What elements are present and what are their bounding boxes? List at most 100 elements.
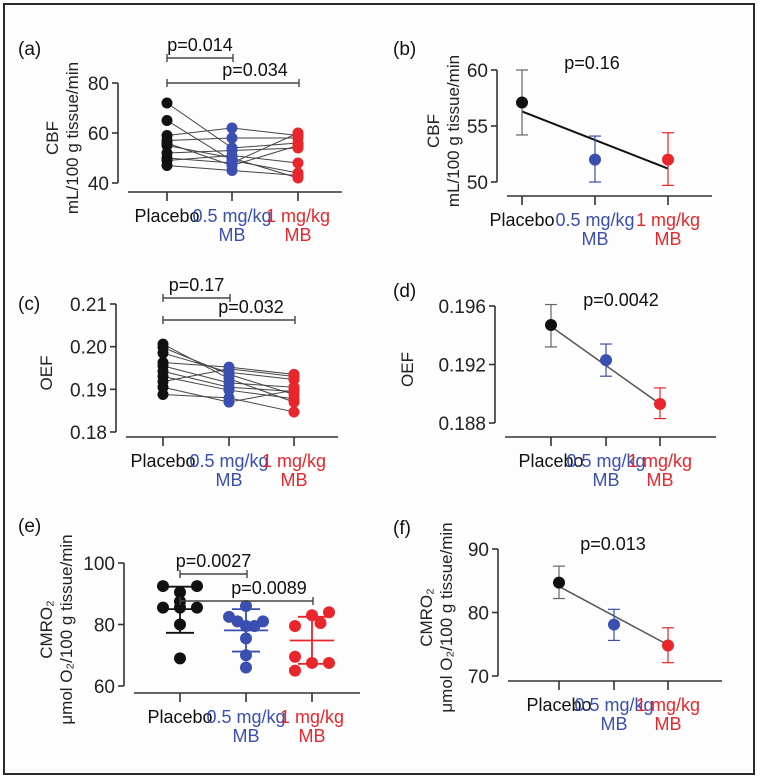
data-point	[323, 606, 335, 619]
x-tick-label: 1 mg/kg	[636, 695, 700, 715]
y-tick-label: 70	[468, 667, 489, 688]
p-value-label: p=0.034	[222, 60, 288, 80]
y-tick-label: 0.21	[70, 295, 107, 316]
panel-label: (d)	[393, 281, 416, 302]
y-axis-label: mL/100 g tissue/min	[63, 62, 82, 214]
panel-label: (c)	[18, 294, 40, 315]
y-tick-label: 80	[88, 74, 109, 95]
data-point	[226, 132, 238, 144]
y-tick-label: 60	[88, 124, 109, 145]
mean-point	[662, 153, 674, 166]
y-axis-label: OEF	[37, 356, 56, 391]
p-value-label: p=0.032	[218, 297, 284, 317]
x-tick-label: MB	[601, 714, 628, 734]
x-tick-label: 1 mg/kg	[280, 707, 344, 727]
y-axis-label: CMRO₂	[37, 600, 56, 659]
y-axis-label: CBF	[43, 121, 62, 155]
data-point	[157, 580, 169, 593]
data-point	[191, 601, 203, 614]
panel-b: (b) 50 55 60 CBF mL/100 g tissue/min Placebo 0.…	[393, 39, 712, 249]
mean-point	[545, 319, 557, 332]
y-tick-label: 0.196	[438, 297, 486, 318]
data-point	[226, 122, 238, 134]
data-point	[306, 609, 318, 622]
data-point	[288, 371, 300, 383]
panel-label: (a)	[18, 39, 41, 60]
y-axis-label: μmol O₂/100 g tissue/min	[57, 534, 76, 724]
x-tick-label: MB	[582, 229, 609, 249]
y-tick-label: 55	[467, 117, 488, 138]
x-tick-label: MB	[593, 470, 620, 490]
p-value-label: p=0.0042	[583, 290, 659, 310]
y-axis-label: mL/100 g tissue/min	[444, 55, 463, 207]
panel-a: (a) 40 60 80 CBF mL/100 g tissue/min Placebo0.…	[18, 35, 342, 245]
x-tick-label: Placebo	[130, 451, 195, 471]
x-tick-label: Placebo	[147, 707, 212, 727]
mean-point	[608, 618, 620, 631]
x-tick-label: 1 mg/kg	[266, 206, 330, 226]
data-point	[174, 618, 186, 631]
x-tick-label: 1 mg/kg	[636, 210, 700, 230]
data-point	[240, 620, 252, 633]
x-tick-label: MB	[285, 225, 312, 245]
data-point	[240, 632, 252, 645]
mean-point	[600, 354, 612, 367]
y-tick-label: 0.192	[438, 356, 486, 377]
data-point	[257, 615, 269, 628]
panel-f: (f) 70 80 90 CMRO₂ μmol O₂/100 g tissue/min Pl…	[393, 518, 722, 734]
y-tick-label: 0.20	[70, 338, 107, 359]
data-point	[292, 170, 304, 181]
y-axis-label: CMRO₂	[417, 588, 436, 647]
figure-frame	[3, 3, 755, 775]
y-axis-label: μmol O₂/100 g tissue/min	[437, 522, 456, 712]
data-point	[292, 127, 304, 139]
y-axis-label: OEF	[398, 352, 417, 387]
p-value-label: p=0.013	[580, 534, 646, 554]
x-tick-label: Placebo	[134, 206, 199, 226]
data-point	[161, 115, 173, 126]
y-tick-label: 90	[468, 540, 489, 561]
x-tick-label: MB	[655, 714, 682, 734]
p-value-label: p=0.16	[564, 53, 620, 73]
mean-point	[516, 96, 528, 109]
data-point	[191, 580, 203, 593]
data-point	[161, 97, 173, 109]
y-axis-label: CBF	[424, 114, 443, 148]
x-tick-label: 0.5 mg/kg	[192, 206, 271, 226]
mean-point	[654, 397, 666, 410]
p-value-label: p=0.0089	[231, 578, 307, 598]
data-point	[161, 160, 173, 171]
p-value-label: p=0.014	[167, 35, 233, 55]
data-point	[240, 600, 252, 613]
y-tick-label: 0.18	[70, 423, 107, 444]
data-point	[292, 142, 304, 154]
data-point	[223, 363, 235, 375]
data-point	[289, 620, 301, 633]
x-tick-label: MB	[216, 470, 243, 490]
x-tick-label: MB	[219, 225, 246, 245]
y-tick-label: 40	[88, 174, 109, 195]
y-tick-label: 0.19	[70, 380, 107, 401]
mean-point	[589, 153, 601, 166]
mean-point	[553, 576, 565, 589]
data-point	[289, 664, 301, 677]
x-tick-label: Placebo	[526, 695, 591, 715]
data-point	[226, 165, 238, 176]
data-point	[174, 586, 186, 599]
data-point	[157, 347, 169, 359]
x-tick-label: Placebo	[518, 451, 583, 471]
x-tick-label: 0.5 mg/kg	[189, 451, 268, 471]
panel-label: (e)	[18, 516, 41, 537]
x-tick-label: 0.5 mg/kg	[574, 695, 653, 715]
mean-point	[662, 639, 674, 652]
x-tick-label: MB	[299, 726, 326, 746]
y-tick-label: 80	[94, 616, 115, 637]
data-point	[223, 384, 235, 396]
panel-label: (b)	[393, 39, 416, 60]
data-point	[323, 656, 335, 669]
x-tick-label: 0.5 mg/kg	[555, 210, 634, 230]
data-point	[288, 406, 300, 418]
